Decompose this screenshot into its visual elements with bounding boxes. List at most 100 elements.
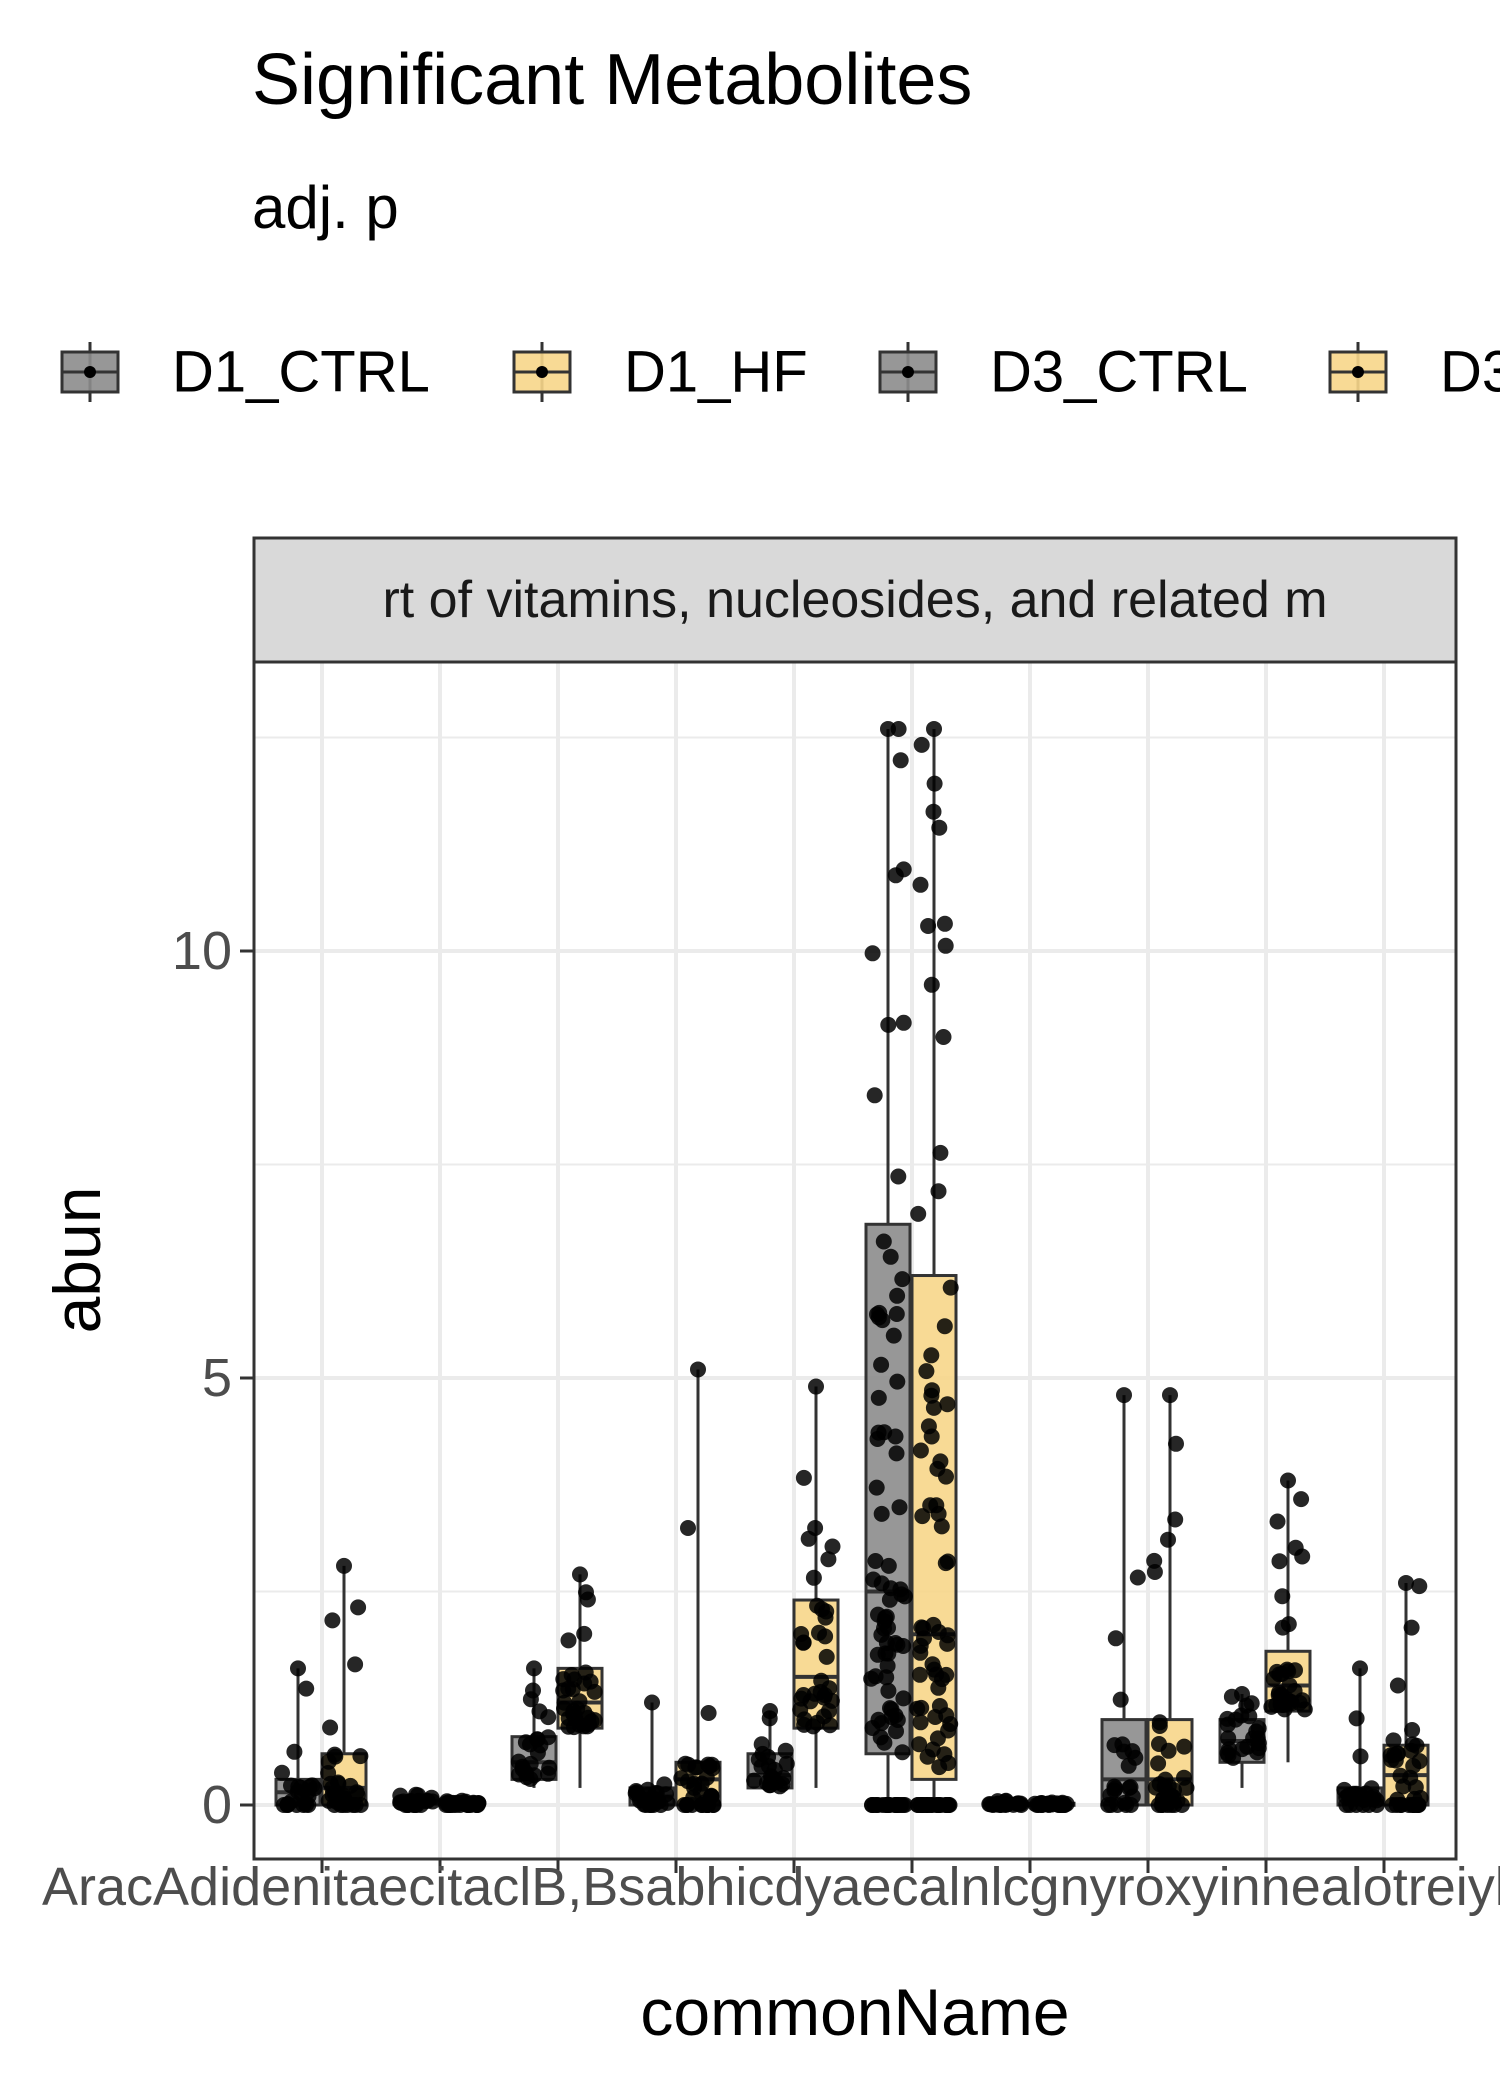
data-point: [286, 1743, 303, 1760]
data-point: [532, 1737, 549, 1754]
data-point: [880, 1557, 897, 1574]
data-point: [1270, 1686, 1287, 1703]
panel-background: [254, 662, 1456, 1859]
data-point: [1112, 1691, 1129, 1708]
data-point: [888, 1445, 905, 1462]
data-point: [1274, 1588, 1291, 1605]
data-point: [1352, 1660, 1368, 1677]
data-point: [935, 1029, 952, 1045]
data-point: [1276, 1701, 1293, 1718]
data-point: [1389, 1677, 1406, 1694]
data-point: [1160, 1531, 1176, 1548]
data-point: [1150, 1755, 1167, 1772]
data-point: [1220, 1730, 1237, 1747]
data-point: [868, 1479, 885, 1496]
data-point: [348, 1784, 365, 1801]
data-point: [750, 1751, 767, 1768]
data-point: [924, 1656, 941, 1673]
panel-border: [252, 660, 1458, 1861]
data-point: [910, 1205, 927, 1222]
data-point: [930, 1797, 947, 1813]
data-point: [517, 1764, 534, 1781]
data-point: [1395, 1778, 1412, 1795]
data-point: [279, 1797, 296, 1813]
data-point: [864, 1797, 880, 1813]
data-point: [920, 1418, 937, 1435]
data-point: [939, 1396, 956, 1413]
data-point: [894, 1744, 911, 1761]
data-point: [1398, 1574, 1414, 1591]
data-point: [1129, 1569, 1146, 1586]
data-point: [938, 1666, 955, 1683]
data-point: [1274, 1619, 1291, 1636]
data-point: [882, 1248, 899, 1265]
data-point: [1269, 1513, 1286, 1530]
data-point: [522, 1691, 539, 1708]
data-point: [298, 1680, 315, 1697]
data-point: [824, 1538, 841, 1555]
data-point: [876, 1734, 893, 1751]
data-point: [572, 1566, 588, 1583]
data-point: [918, 1363, 935, 1380]
data-point: [758, 1774, 775, 1791]
data-point: [795, 1469, 812, 1486]
data-point: [778, 1755, 795, 1772]
data-point: [895, 1690, 912, 1707]
data-point: [1268, 1663, 1285, 1680]
data-point: [912, 1714, 929, 1731]
data-point: [930, 1183, 947, 1200]
data-point: [454, 1792, 470, 1809]
data-point: [912, 876, 929, 893]
data-point: [940, 1722, 957, 1739]
data-point: [526, 1660, 542, 1677]
data-point: [775, 1770, 792, 1786]
data-point: [887, 867, 904, 884]
data-point: [1159, 1786, 1176, 1803]
data-point: [931, 819, 948, 836]
data-point: [1368, 1797, 1385, 1813]
data-point: [915, 1620, 932, 1637]
data-point: [1280, 1663, 1297, 1680]
data-point: [347, 1656, 364, 1673]
data-point: [336, 1791, 353, 1808]
data-point: [805, 1718, 822, 1735]
chart-title: Significant Metabolites: [252, 40, 972, 120]
data-point: [998, 1792, 1014, 1809]
legend-label: D3_CTRL: [990, 340, 1248, 405]
data-point: [690, 1361, 706, 1378]
data-point: [942, 1279, 959, 1296]
data-point: [324, 1612, 341, 1629]
data-point: [1146, 1552, 1163, 1569]
data-point: [1012, 1795, 1029, 1812]
data-point: [290, 1778, 307, 1795]
data-point: [932, 1144, 949, 1161]
legend-label: D1_CTRL: [172, 340, 430, 405]
data-point: [875, 1233, 892, 1250]
data-point: [1167, 1511, 1184, 1528]
data-point: [925, 1399, 942, 1416]
data-point: [540, 1765, 556, 1782]
data-point: [336, 1557, 352, 1574]
data-point: [644, 1694, 660, 1711]
data-point: [873, 1715, 890, 1732]
data-point: [888, 1723, 904, 1740]
data-point: [873, 1356, 890, 1373]
x-tick-labels: AracAdidenitaecitaclB,Bsabhicdyaecalnlcg…: [42, 1857, 1500, 1917]
data-point: [320, 1765, 337, 1781]
data-point: [1234, 1685, 1250, 1702]
data-point: [1410, 1797, 1427, 1813]
data-point: [694, 1797, 711, 1813]
data-point: [882, 1580, 899, 1597]
data-point: [701, 1758, 718, 1775]
data-point: [352, 1748, 369, 1765]
data-point: [1408, 1737, 1425, 1754]
data-point: [806, 1685, 823, 1702]
data-point: [822, 1717, 838, 1734]
facet-strip-label: rt of vitamins, nucleosides, and related…: [382, 571, 1327, 629]
data-point: [397, 1797, 414, 1813]
data-point: [576, 1625, 593, 1642]
data-point: [1281, 1677, 1298, 1694]
data-point: [879, 1657, 896, 1674]
data-point: [923, 976, 940, 993]
data-point: [895, 1014, 912, 1031]
